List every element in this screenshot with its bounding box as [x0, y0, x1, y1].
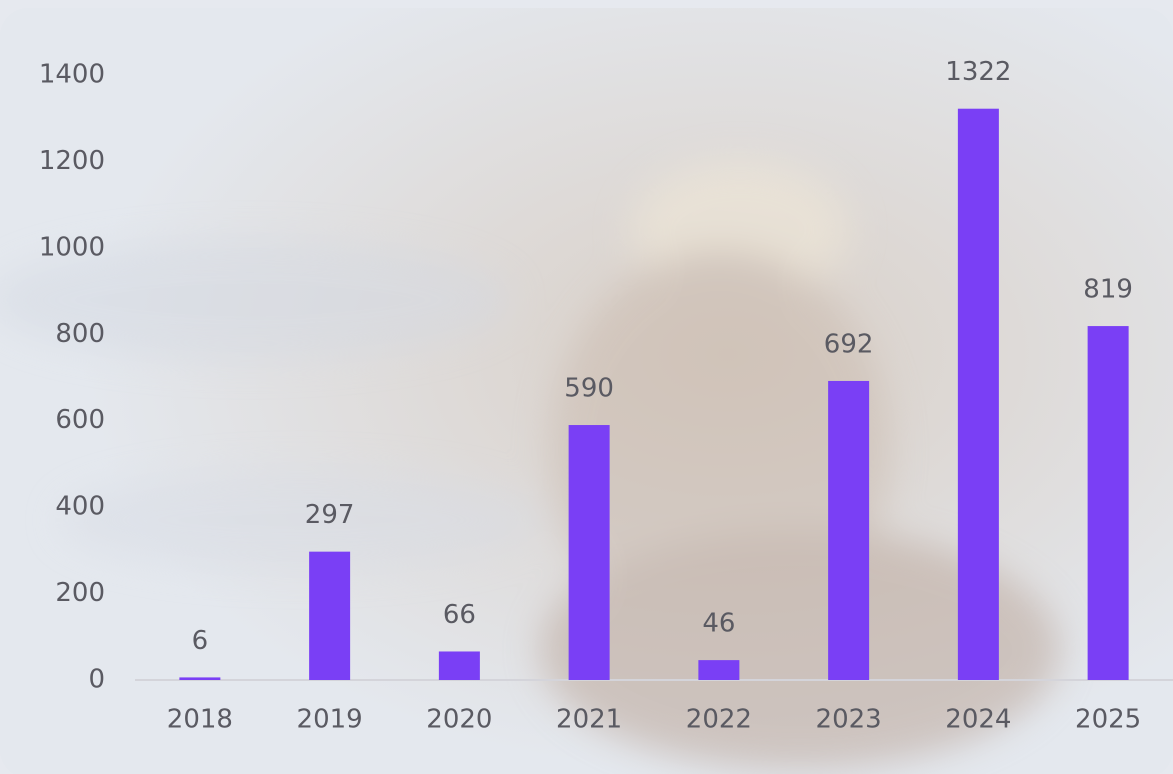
x-tick-label: 2023 [816, 705, 882, 735]
y-tick-label: 1000 [39, 232, 105, 262]
page: {"chart_data": {"type": "bar", "categori… [0, 0, 1173, 774]
value-label: 819 [1083, 275, 1133, 305]
y-tick-label: 1400 [39, 60, 105, 90]
y-tick-label: 200 [55, 578, 105, 608]
value-label: 590 [564, 374, 614, 404]
value-label: 6 [192, 626, 209, 656]
bar [309, 552, 350, 680]
x-tick-label: 2019 [297, 705, 363, 735]
bar [439, 651, 480, 680]
value-label: 297 [305, 500, 355, 530]
x-tick-label: 2018 [167, 705, 233, 735]
x-tick-label: 2020 [426, 705, 492, 735]
x-tick-label: 2024 [945, 705, 1011, 735]
value-label: 66 [443, 600, 476, 630]
value-label: 1322 [945, 57, 1011, 87]
x-tick-label: 2025 [1075, 705, 1141, 735]
value-label: 692 [824, 329, 874, 359]
y-tick-label: 1200 [39, 146, 105, 176]
chart: 0 200 400 600 800 1000 1200 1400 2018 6 2019 297 202… [0, 0, 1173, 774]
y-tick-label: 800 [55, 319, 105, 349]
y-tick-label: 400 [55, 492, 105, 522]
value-label: 46 [702, 609, 735, 639]
x-tick-label: 2021 [556, 705, 622, 735]
bar [1088, 326, 1129, 680]
bar [828, 381, 869, 680]
bar [179, 677, 220, 680]
y-tick-label: 600 [55, 405, 105, 435]
bar [698, 660, 739, 680]
bar [569, 425, 610, 680]
x-tick-label: 2022 [686, 705, 752, 735]
y-tick-label: 0 [88, 665, 105, 695]
bar [958, 109, 999, 680]
